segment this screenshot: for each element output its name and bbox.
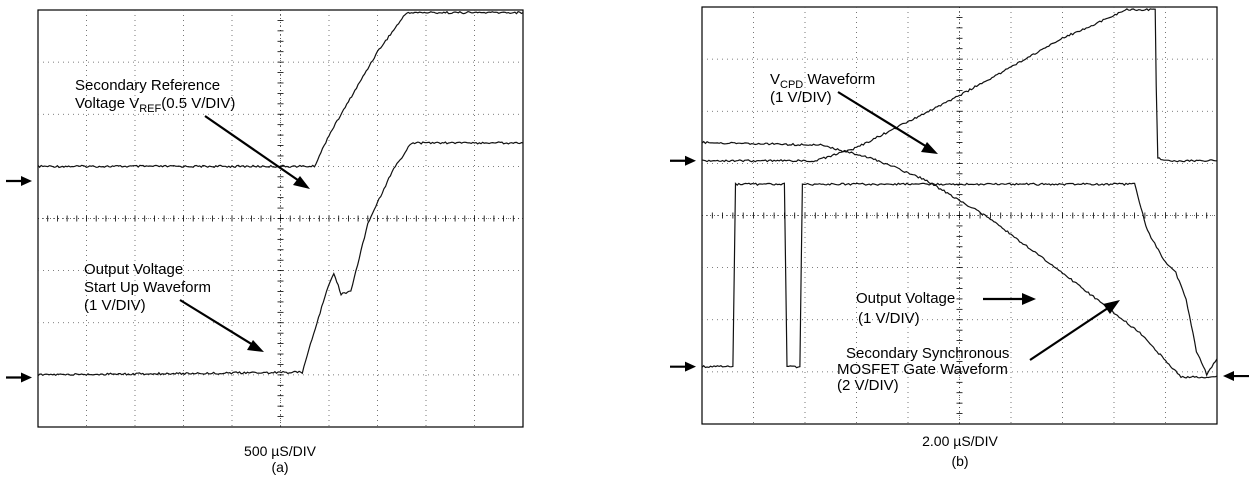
annotation-gate-line2: MOSFET Gate Waveform bbox=[837, 361, 1008, 378]
annotation-vref-arrowhead bbox=[293, 176, 310, 189]
annotation-vcpd-arrowhead bbox=[921, 142, 938, 154]
trace-1 bbox=[701, 8, 1217, 163]
marker-arrowhead-left bbox=[21, 372, 32, 383]
trace-2 bbox=[37, 141, 524, 377]
timebase-label: 500 µS/DIV bbox=[244, 443, 317, 459]
annotation-output-arrow bbox=[179, 299, 259, 349]
annotation-vref-line1: Secondary Reference bbox=[75, 77, 220, 94]
annotation-vcpd-line1: VCPD Waveform bbox=[770, 71, 875, 91]
annotation-output-line1: Output Voltage bbox=[84, 261, 183, 278]
ground-markers bbox=[670, 155, 1249, 382]
annotation-vref-line2: Voltage VREF(0.5 V/DIV) bbox=[75, 95, 235, 115]
annotation-output-line3: (1 V/DIV) bbox=[84, 297, 146, 314]
marker-arrowhead-right bbox=[1223, 371, 1234, 382]
scope-chart-a: Secondary Reference Voltage VREF(0.5 V/D… bbox=[6, 9, 524, 475]
annotation-gate-arrowhead bbox=[1103, 300, 1120, 314]
annotation-output-arrowhead bbox=[247, 340, 264, 352]
marker-arrowhead-left bbox=[685, 155, 696, 166]
trace-3 bbox=[701, 182, 1218, 377]
ground-markers bbox=[6, 175, 32, 383]
annotation-output-line2: Start Up Waveform bbox=[84, 279, 211, 296]
timebase-label: 2.00 µS/DIV bbox=[922, 433, 998, 449]
scope-grid bbox=[701, 6, 1218, 425]
scope-chart-b: VCPD Waveform (1 V/DIV) Output Voltage (… bbox=[670, 6, 1249, 469]
annotation-gate-line3: (2 V/DIV) bbox=[837, 377, 899, 394]
marker-arrowhead-left bbox=[21, 175, 32, 186]
annotation-gate-line1: Secondary Synchronous bbox=[846, 345, 1009, 362]
trace-2 bbox=[701, 140, 1218, 379]
annotation-vref-arrow bbox=[204, 115, 306, 186]
figure-caption: (b) bbox=[951, 453, 968, 469]
scope-traces bbox=[701, 8, 1218, 379]
annotation-gate-arrow bbox=[1029, 303, 1115, 361]
annotation-output-arrowhead bbox=[1022, 293, 1036, 305]
annotation-vcpd-line2: (1 V/DIV) bbox=[770, 89, 832, 106]
annotation-output-line2: (1 V/DIV) bbox=[858, 310, 920, 327]
marker-arrowhead-left bbox=[685, 361, 696, 372]
annotation-vcpd-arrow bbox=[837, 91, 933, 151]
annotation-output-line1: Output Voltage bbox=[856, 290, 955, 307]
figure-caption: (a) bbox=[271, 459, 288, 475]
